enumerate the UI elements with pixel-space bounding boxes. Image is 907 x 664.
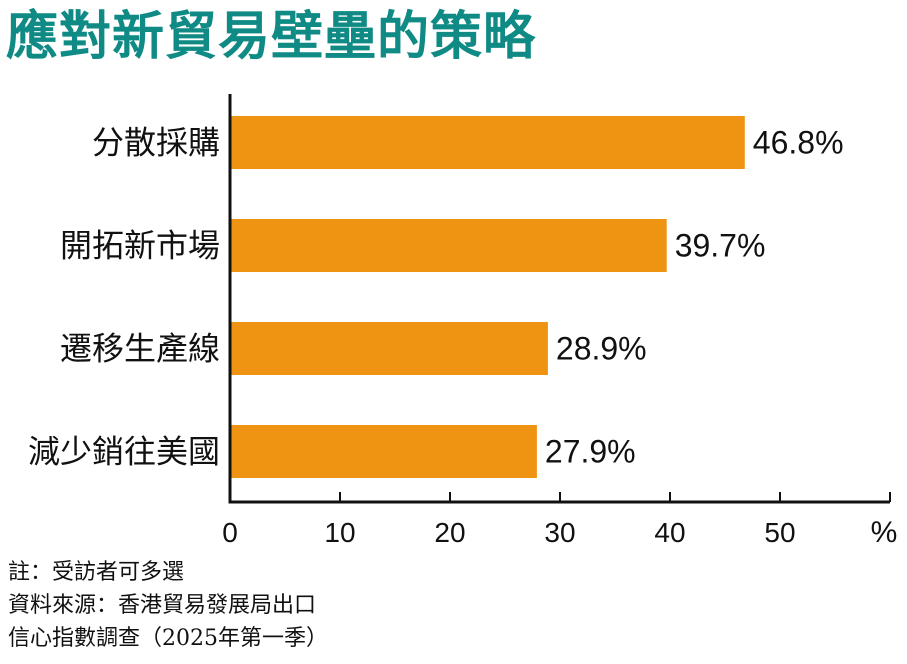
x-tick-label-3: 30 — [544, 517, 575, 548]
x-tick-label-2: 20 — [434, 517, 465, 548]
footnotes: 註：受訪者可多選 資料來源：香港貿易發展局出口 信心指數調查（2025年第一季） — [8, 556, 328, 655]
bars-layer — [230, 116, 745, 478]
x-axis-unit-label: % — [871, 516, 898, 549]
bar-4 — [230, 425, 537, 478]
category-label-4: 減少銷往美國 — [28, 433, 220, 471]
category-label-2: 開拓新市場 — [60, 227, 220, 265]
axes-layer — [228, 94, 891, 504]
labels-layer: 分散採購 46.8% 開拓新市場 39.7% 遷移生產線 28.9% 減少銷往美國 27.9%… — [28, 124, 897, 550]
x-tick-label-5: 50 — [764, 517, 795, 548]
footnote-multiple-choice: 註：受訪者可多選 — [8, 560, 185, 585]
x-tick-label-1: 10 — [324, 517, 355, 548]
chart-title: 應對新貿易壁壘的策略 — [6, 7, 537, 67]
category-label-1: 分散採購 — [92, 124, 220, 162]
x-tick-label-4: 40 — [654, 517, 685, 548]
footnote-source: 資料來源：香港貿易發展局出口 — [8, 593, 317, 618]
value-label-3: 28.9% — [556, 331, 647, 367]
footnote-survey: 信心指數調查（2025年第一季） — [8, 626, 328, 651]
value-label-4: 27.9% — [545, 434, 636, 470]
category-label-3: 遷移生產線 — [60, 330, 220, 368]
bar-1 — [230, 116, 745, 169]
bar-2 — [230, 219, 667, 272]
x-tick-label-0: 0 — [222, 517, 238, 548]
bar-3 — [230, 322, 548, 375]
value-label-1: 46.8% — [753, 125, 844, 161]
value-label-2: 39.7% — [675, 228, 766, 264]
